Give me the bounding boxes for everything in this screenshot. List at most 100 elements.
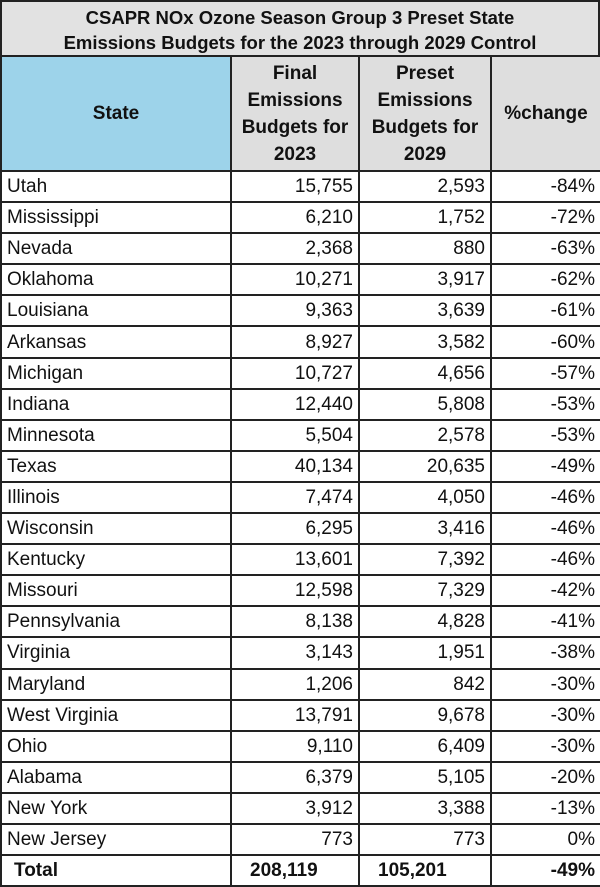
cell-preset-2029: 3,639 [358,294,492,328]
table-row: Missouri 12,598 7,329 -42% [0,574,600,608]
cell-final-2023: 2,368 [230,232,360,266]
cell-state: New Jersey [0,822,232,857]
emissions-budget-table: State Final Emissions Budgets for 2023 P… [0,55,600,887]
cell-final-2023: 1,206 [230,667,360,701]
cell-pct-change: -72% [490,201,600,235]
cell-state: Indiana [0,387,232,421]
cell-state: West Virginia [0,698,232,732]
cell-state: Texas [0,449,232,483]
table-row: Ohio 9,110 6,409 -30% [0,729,600,763]
cell-state: Oklahoma [0,263,232,297]
cell-state: Illinois [0,480,232,515]
cell-final-2023: 9,363 [230,294,360,328]
cell-preset-2029: 2,593 [358,169,492,204]
table-row: Michigan 10,727 4,656 -57% [0,356,600,390]
cell-pct-change: -46% [490,480,600,515]
cell-state: New York [0,791,232,825]
cell-state: Minnesota [0,418,232,452]
title-line-2: Emissions Budgets for the 2023 through 2… [63,32,537,53]
cell-pct-change: -46% [490,543,600,577]
cell-final-2023: 10,271 [230,263,360,297]
cell-preset-2029: 20,635 [358,449,492,483]
cell-preset-2029: 7,392 [358,543,492,577]
table-row: Kentucky 13,601 7,392 -46% [0,543,600,577]
cell-state: Utah [0,169,232,204]
cell-pct-change: -61% [490,294,600,328]
header-state: State [0,55,232,172]
table-row: Texas 40,134 20,635 -49% [0,449,600,483]
cell-pct-change: -53% [490,387,600,421]
cell-pct-change: -60% [490,325,600,359]
cell-state: Missouri [0,574,232,608]
cell-state: Mississippi [0,201,232,235]
header-preset-2029: Preset Emissions Budgets for 2029 [358,55,492,172]
cell-final-2023: 13,601 [230,543,360,577]
cell-state: Nevada [0,232,232,266]
total-final-2023: 208,119 [230,854,360,887]
table-row: Illinois 7,474 4,050 -46% [0,480,600,515]
cell-pct-change: -62% [490,263,600,297]
table-row: Wisconsin 6,295 3,416 -46% [0,512,600,546]
cell-final-2023: 773 [230,822,360,857]
cell-final-2023: 8,138 [230,605,360,639]
cell-state: Virginia [0,636,232,670]
header-final-2023: Final Emissions Budgets for 2023 [230,55,360,172]
cell-preset-2029: 6,409 [358,729,492,763]
cell-pct-change: -46% [490,512,600,546]
table-row: Louisiana 9,363 3,639 -61% [0,294,600,328]
cell-pct-change: -57% [490,356,600,390]
table-row: New Jersey 773 773 0% [0,822,600,857]
table-row: Virginia 3,143 1,951 -38% [0,636,600,670]
cell-final-2023: 8,927 [230,325,360,359]
cell-preset-2029: 773 [358,822,492,857]
cell-preset-2029: 4,050 [358,480,492,515]
cell-state: Wisconsin [0,512,232,546]
cell-pct-change: -41% [490,605,600,639]
table-row: New York 3,912 3,388 -13% [0,791,600,825]
table-row: Alabama 6,379 5,105 -20% [0,760,600,794]
cell-pct-change: -13% [490,791,600,825]
cell-preset-2029: 880 [358,232,492,266]
title-line-1: CSAPR NOx Ozone Season Group 3 Preset St… [85,7,515,28]
table-row: Oklahoma 10,271 3,917 -62% [0,263,600,297]
cell-preset-2029: 3,582 [358,325,492,359]
cell-final-2023: 13,791 [230,698,360,732]
table-row: Pennsylvania 8,138 4,828 -41% [0,605,600,639]
total-row: Total 208,119 105,201 -49% [0,854,600,887]
cell-preset-2029: 1,951 [358,636,492,670]
table-row: Maryland 1,206 842 -30% [0,667,600,701]
cell-final-2023: 6,210 [230,201,360,235]
total-state: Total [0,854,232,887]
cell-final-2023: 3,912 [230,791,360,825]
cell-preset-2029: 5,105 [358,760,492,794]
cell-preset-2029: 842 [358,667,492,701]
cell-pct-change: 0% [490,822,600,857]
cell-preset-2029: 1,752 [358,201,492,235]
cell-final-2023: 10,727 [230,356,360,390]
cell-final-2023: 12,598 [230,574,360,608]
cell-state: Alabama [0,760,232,794]
header-row: State Final Emissions Budgets for 2023 P… [0,55,600,172]
cell-pct-change: -63% [490,232,600,266]
total-preset-2029: 105,201 [358,854,492,887]
total-pct-change: -49% [490,854,600,887]
cell-state: Ohio [0,729,232,763]
cell-final-2023: 3,143 [230,636,360,670]
cell-preset-2029: 4,828 [358,605,492,639]
header-pct-change: %change [490,55,600,172]
cell-final-2023: 9,110 [230,729,360,763]
cell-pct-change: -20% [490,760,600,794]
cell-state: Kentucky [0,543,232,577]
cell-preset-2029: 7,329 [358,574,492,608]
table-row: Indiana 12,440 5,808 -53% [0,387,600,421]
cell-pct-change: -38% [490,636,600,670]
cell-preset-2029: 5,808 [358,387,492,421]
cell-pct-change: -30% [490,698,600,732]
table-row: West Virginia 13,791 9,678 -30% [0,698,600,732]
cell-preset-2029: 3,416 [358,512,492,546]
cell-pct-change: -84% [490,169,600,204]
table-row: Nevada 2,368 880 -63% [0,232,600,266]
cell-state: Maryland [0,667,232,701]
cell-pct-change: -42% [490,574,600,608]
cell-final-2023: 40,134 [230,449,360,483]
